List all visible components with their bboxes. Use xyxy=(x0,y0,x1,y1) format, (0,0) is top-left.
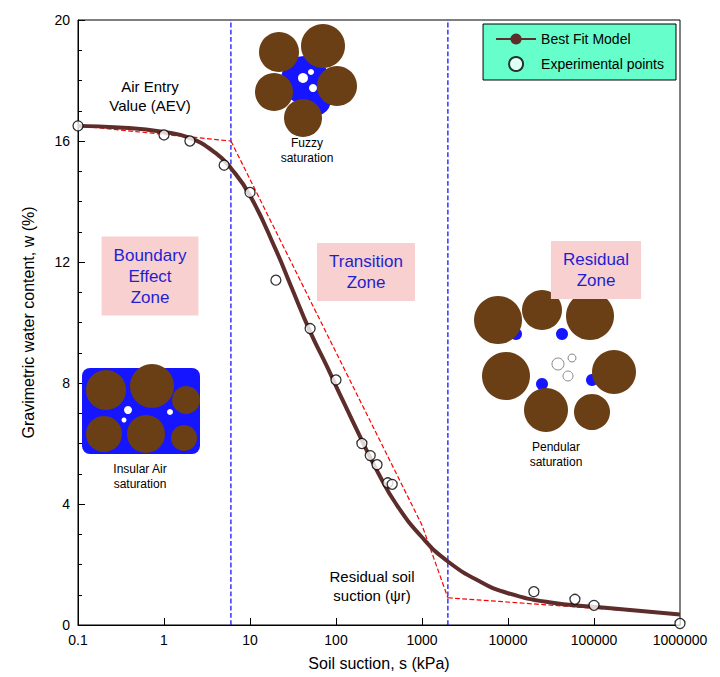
svg-text:Zone: Zone xyxy=(347,273,386,292)
svg-text:0.1: 0.1 xyxy=(68,632,88,648)
svg-text:Zone: Zone xyxy=(577,271,616,290)
svg-text:100: 100 xyxy=(324,632,348,648)
svg-text:Pendular: Pendular xyxy=(532,440,580,454)
svg-text:0: 0 xyxy=(62,617,70,633)
svg-text:saturation: saturation xyxy=(114,477,167,491)
svg-text:Transition: Transition xyxy=(329,252,403,271)
svg-text:Effect: Effect xyxy=(128,267,171,286)
svg-text:16: 16 xyxy=(54,133,70,149)
svg-text:Gravimetric water content, w (: Gravimetric water content, w (%) xyxy=(20,206,37,438)
svg-text:10000: 10000 xyxy=(489,632,528,648)
svg-text:Value (AEV): Value (AEV) xyxy=(109,97,190,114)
svg-text:1: 1 xyxy=(160,632,168,648)
svg-text:4: 4 xyxy=(62,496,70,512)
svg-text:saturation: saturation xyxy=(281,151,334,165)
svg-text:1000000: 1000000 xyxy=(653,632,708,648)
svg-text:10: 10 xyxy=(242,632,258,648)
svg-text:8: 8 xyxy=(62,375,70,391)
svg-text:1000: 1000 xyxy=(406,632,437,648)
svg-text:Experimental points: Experimental points xyxy=(541,56,664,72)
svg-text:Fuzzy: Fuzzy xyxy=(291,136,323,150)
svg-text:Residual: Residual xyxy=(563,250,629,269)
svg-text:Soil suction, s (kPa): Soil suction, s (kPa) xyxy=(308,655,449,672)
svg-text:Zone: Zone xyxy=(131,288,170,307)
svg-text:Insular Air: Insular Air xyxy=(113,462,166,476)
svg-text:100000: 100000 xyxy=(571,632,618,648)
svg-text:Air Entry: Air Entry xyxy=(121,78,179,95)
svg-text:suction (ψr): suction (ψr) xyxy=(333,587,410,604)
svg-text:Best Fit Model: Best Fit Model xyxy=(541,31,630,47)
svg-text:Boundary: Boundary xyxy=(114,246,187,265)
svg-text:20: 20 xyxy=(54,12,70,28)
svg-text:12: 12 xyxy=(54,254,70,270)
svg-text:Residual soil: Residual soil xyxy=(329,568,414,585)
svg-text:saturation: saturation xyxy=(530,455,583,469)
